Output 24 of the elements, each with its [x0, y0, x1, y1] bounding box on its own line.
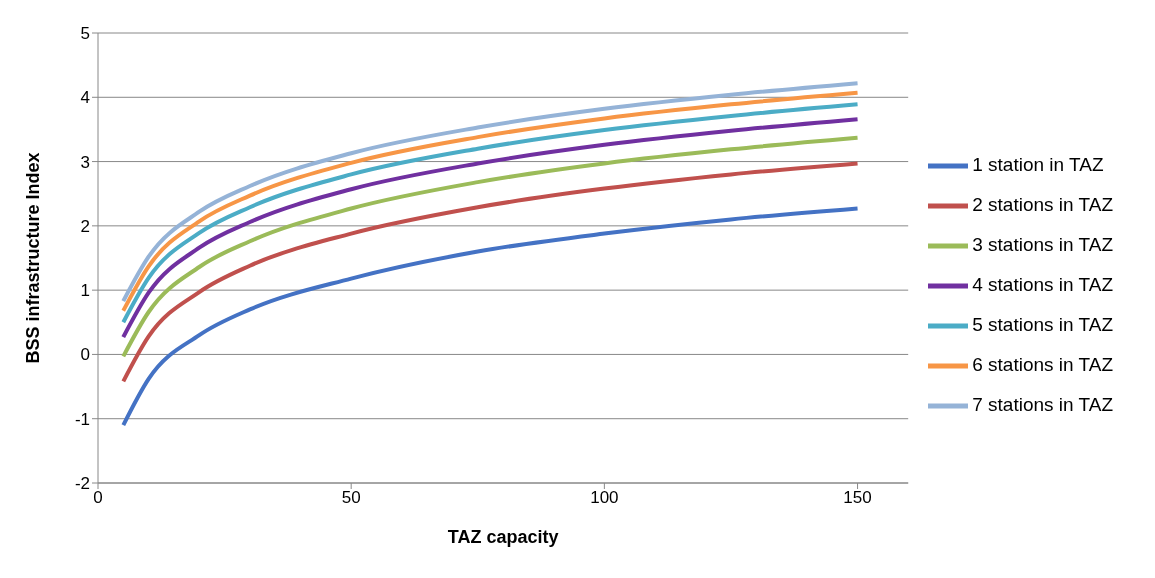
line-series — [121, 206, 860, 428]
x-tick-label: 100 — [590, 488, 619, 508]
legend-label: 5 stations in TAZ — [972, 313, 1113, 335]
y-tick-label: 0 — [80, 345, 90, 365]
y-tick-label: -1 — [74, 409, 90, 429]
legend-label: 6 stations in TAZ — [972, 353, 1113, 375]
y-tick-label: 3 — [80, 152, 90, 172]
line-series — [121, 135, 860, 359]
x-tick-label: 0 — [93, 488, 103, 508]
y-tick-label: 5 — [80, 24, 90, 44]
legend-label: 3 stations in TAZ — [972, 233, 1113, 255]
legend-label: 4 stations in TAZ — [972, 273, 1113, 295]
line-series — [121, 161, 860, 384]
x-tick-label: 150 — [843, 488, 872, 508]
y-tick-label: 4 — [80, 88, 90, 108]
y-axis-title: BSS infrastructure Index — [23, 152, 44, 364]
y-tick-label: 2 — [80, 216, 90, 236]
legend-label: 1 station in TAZ — [972, 153, 1104, 175]
legend-label: 7 stations in TAZ — [972, 393, 1113, 415]
x-tick-label: 50 — [341, 488, 361, 508]
y-tick-label: 1 — [80, 281, 90, 301]
y-tick-label: -2 — [74, 474, 90, 494]
x-axis-title: TAZ capacity — [447, 527, 559, 547]
legend-label: 2 stations in TAZ — [972, 193, 1113, 215]
